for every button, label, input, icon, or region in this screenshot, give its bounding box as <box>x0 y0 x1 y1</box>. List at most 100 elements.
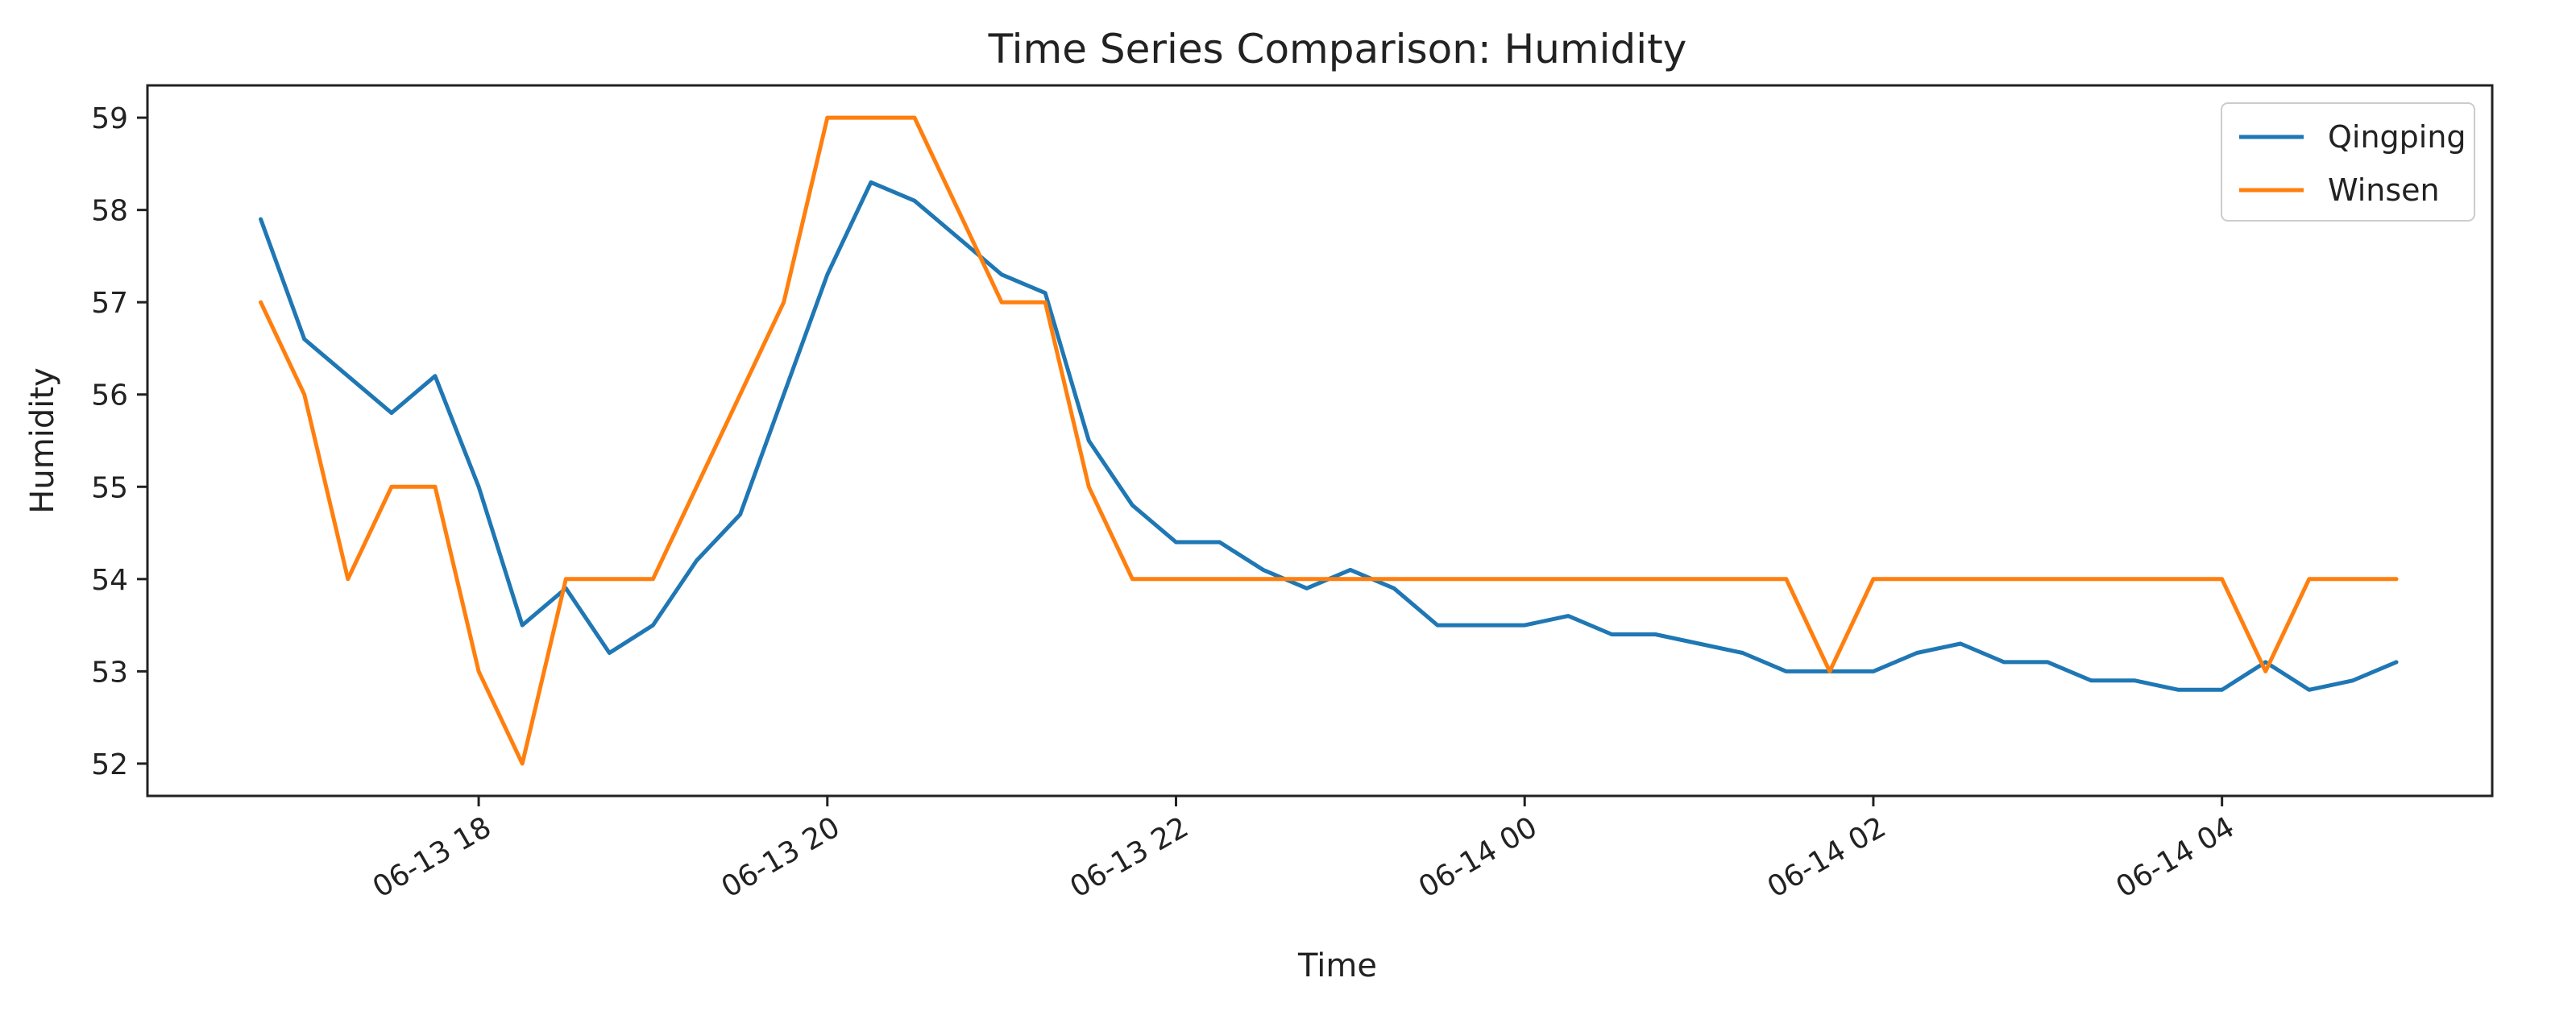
data-point <box>2089 577 2093 582</box>
data-point <box>999 300 1004 305</box>
data-point <box>346 374 351 379</box>
data-point <box>1566 577 1570 582</box>
data-point <box>1523 623 1527 628</box>
data-point <box>1610 632 1614 636</box>
data-point <box>476 669 481 673</box>
data-point <box>912 198 917 203</box>
data-point <box>2002 577 2006 582</box>
data-point <box>2046 660 2050 665</box>
y-axis-label: Humidity <box>24 367 61 513</box>
data-point <box>1958 641 1963 646</box>
data-point <box>651 623 655 628</box>
data-point <box>1610 577 1614 582</box>
data-point <box>2089 678 2093 683</box>
data-point <box>2350 577 2355 582</box>
data-point <box>2133 678 2137 683</box>
data-point <box>1740 577 1744 582</box>
data-point <box>912 115 917 120</box>
data-point <box>782 392 786 396</box>
data-point <box>695 485 699 489</box>
data-point <box>2394 577 2399 582</box>
data-point <box>302 392 306 396</box>
data-point <box>1217 577 1222 582</box>
data-point <box>2002 660 2006 665</box>
data-point <box>302 337 306 342</box>
data-point <box>1871 577 1876 582</box>
data-point <box>1435 623 1440 628</box>
data-point <box>520 623 525 628</box>
data-point <box>1523 577 1527 582</box>
data-point <box>1261 568 1265 572</box>
data-point <box>1130 577 1135 582</box>
data-point <box>1305 586 1309 590</box>
data-point <box>433 485 438 489</box>
data-point <box>2394 660 2399 665</box>
data-point <box>1043 300 1047 305</box>
data-point <box>825 272 829 277</box>
y-tick-label: 55 <box>91 471 128 504</box>
data-point <box>1653 632 1657 636</box>
data-point <box>1914 577 1919 582</box>
data-point <box>956 235 960 240</box>
data-point <box>389 485 394 489</box>
data-point <box>695 558 699 563</box>
y-tick-label: 54 <box>91 564 128 597</box>
data-point <box>2046 577 2050 582</box>
plot-frame <box>146 84 2494 798</box>
legend-label: Winsen <box>2328 172 2440 208</box>
data-point <box>1348 577 1353 582</box>
data-point <box>564 577 568 582</box>
data-point <box>1479 623 1483 628</box>
data-point <box>1914 651 1919 655</box>
data-point <box>2220 688 2224 692</box>
y-tick-label: 53 <box>91 656 128 689</box>
data-point <box>825 115 829 120</box>
data-point <box>2176 577 2180 582</box>
data-point <box>2307 688 2312 692</box>
data-point <box>1348 568 1353 572</box>
chart-title: Time Series Comparison: Humidity <box>988 26 1687 73</box>
data-point <box>1174 540 1178 545</box>
data-point <box>1174 577 1178 582</box>
data-point <box>1217 540 1222 545</box>
data-point <box>1566 614 1570 618</box>
data-point <box>1697 577 1701 582</box>
data-point <box>999 272 1004 277</box>
data-point <box>1784 669 1788 673</box>
data-point <box>869 180 873 184</box>
data-point <box>1697 641 1701 646</box>
series-line-winsen <box>259 115 2399 766</box>
data-point <box>2263 669 2267 673</box>
data-point <box>2307 577 2312 582</box>
y-tick-label: 58 <box>91 195 128 228</box>
data-point <box>651 577 655 582</box>
data-point <box>1087 485 1091 489</box>
data-point <box>1305 577 1309 582</box>
y-axis: 52 53 54 55 56 57 58 59 <box>91 102 147 781</box>
y-tick-label: 57 <box>91 287 128 320</box>
y-tick-label: 52 <box>91 748 128 781</box>
data-point <box>476 485 481 489</box>
data-point <box>2263 660 2267 665</box>
data-point <box>782 300 786 305</box>
x-axis-label: Time <box>1297 947 1377 984</box>
data-point <box>1392 577 1396 582</box>
data-point <box>1130 503 1135 508</box>
plot-area <box>259 115 2399 766</box>
data-point <box>259 300 263 305</box>
data-point <box>1871 669 1876 673</box>
data-point <box>520 761 525 766</box>
data-point <box>738 512 742 516</box>
legend: Qingping Winsen <box>2221 102 2475 222</box>
data-point <box>608 651 612 655</box>
data-point <box>1435 577 1440 582</box>
data-point <box>1827 669 1832 673</box>
data-point <box>1958 577 1963 582</box>
data-point <box>1740 651 1744 655</box>
legend-label: Qingping <box>2328 119 2466 155</box>
data-point <box>869 115 873 120</box>
data-point <box>389 411 394 415</box>
data-point <box>1784 577 1788 582</box>
